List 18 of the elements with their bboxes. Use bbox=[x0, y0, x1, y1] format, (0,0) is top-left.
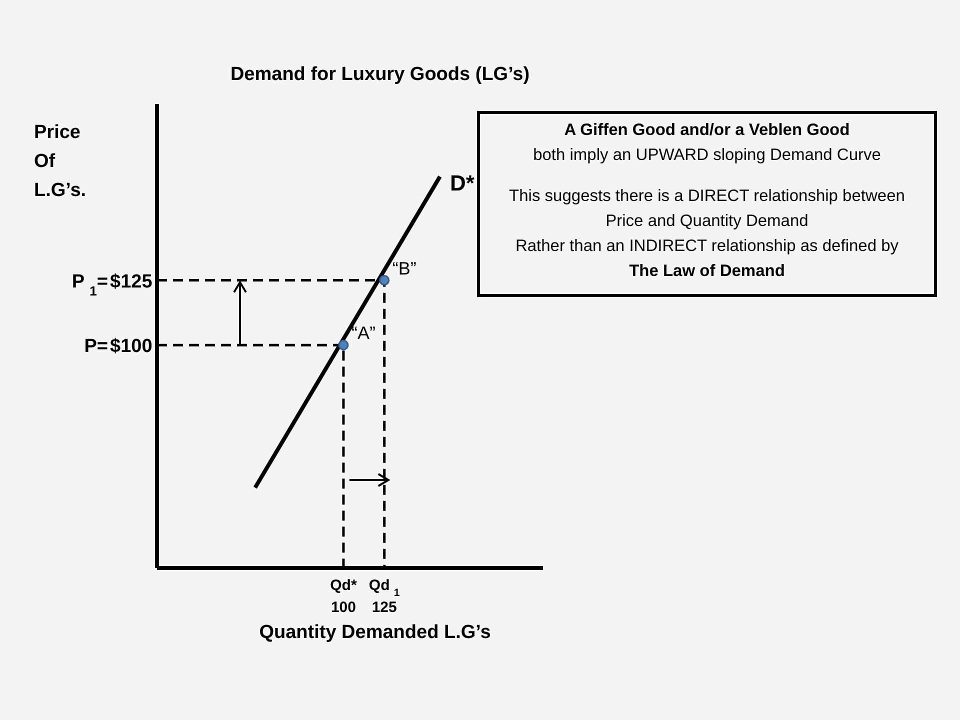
annotation: P $_{1}$= bbox=[72, 271, 108, 298]
annotation: “B” bbox=[392, 258, 416, 278]
y-axis-title: Price Of L.G’s. bbox=[34, 121, 86, 203]
series-label: D* bbox=[450, 170, 475, 196]
annotation: “A” bbox=[351, 323, 376, 344]
annotation: Qd $_{1}$ bbox=[368, 577, 400, 599]
annotation: both imply an UPWARD sloping Demand Curve bbox=[532, 145, 882, 166]
annotation: Qd* bbox=[330, 577, 357, 594]
x-tick-label: 100 bbox=[330, 599, 356, 616]
annotation: This suggests there is a DIRECT relationship between bbox=[508, 186, 906, 207]
chart-title: Demand for Luxury Goods (LG’s) bbox=[229, 64, 531, 86]
x-axis-title: Quantity Demanded L.G’s bbox=[258, 622, 492, 644]
y-tick-label: $125 bbox=[110, 271, 153, 292]
y-tick-label: $100 bbox=[110, 336, 152, 358]
annotation: Rather than an INDIRECT relationship as defined by bbox=[514, 236, 900, 257]
text-box: A Giffen Good and/or a Veblen Good both imply an UPWARD sloping Demand Curve This suggests there is a DIRECT relationship between Price and Quantity Demand Rather than an INDIRECT relationship as defined by The Law of Demand bbox=[477, 111, 937, 297]
x-tick-label: 125 bbox=[372, 599, 397, 616]
annotation: P= bbox=[84, 336, 108, 358]
